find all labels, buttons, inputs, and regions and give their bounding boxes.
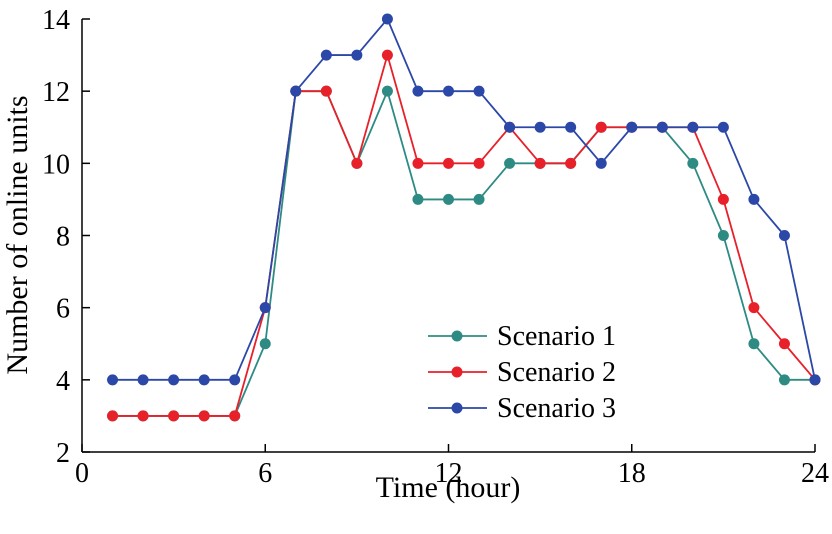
data-point [595,121,607,133]
data-point [381,85,393,97]
data-point [809,374,821,386]
x-axis-title: Time (hour) [376,471,521,504]
x-tick-label: 6 [258,458,272,489]
data-point [198,374,210,386]
data-point [534,121,546,133]
y-tick-label: 8 [56,222,70,253]
data-point [626,121,638,133]
data-point [229,410,241,422]
data-point [534,157,546,169]
data-point [687,121,699,133]
x-tick-label: 24 [801,458,829,489]
y-ticks: 2 4 6 8 10 12 14 [42,5,90,469]
y-tick-label: 14 [42,5,70,36]
data-point [381,13,393,25]
y-tick-label: 2 [56,438,70,469]
legend-item-scenario-3: Scenario 3 [428,393,616,424]
data-point [717,230,729,241]
data-point [717,193,729,205]
legend-label-scenario-1: Scenario 1 [497,321,616,352]
data-point [748,302,760,314]
data-point [320,85,332,97]
data-point [473,157,485,169]
x-tick-label: 12 [435,458,463,489]
data-point [595,157,607,169]
data-point [473,85,485,97]
data-point [168,410,180,422]
data-point [778,230,790,241]
y-tick-label: 4 [56,366,70,397]
data-point [290,85,302,97]
data-point [565,157,577,169]
data-point [748,338,760,350]
data-point [504,121,516,133]
data-point [443,193,454,205]
data-point [259,338,271,350]
series-3 [107,13,821,386]
legend-item-scenario-2: Scenario 2 [428,357,616,388]
legend-item-scenario-1: Scenario 1 [428,321,616,352]
data-point [717,121,729,133]
data-point [351,49,363,61]
data-point [687,157,699,169]
legend-marker-scenario-1 [451,330,463,342]
data-point [168,374,180,386]
data-point [320,49,332,61]
x-ticks: 0 6 12 18 24 [75,444,829,489]
legend: Scenario 1 Scenario 2 Scenario 3 [428,321,616,424]
y-tick-label: 10 [42,149,70,180]
data-point [778,374,790,386]
data-point [412,193,424,205]
data-point [107,410,119,422]
series-line-2 [112,54,816,417]
legend-label-scenario-3: Scenario 3 [497,393,616,424]
data-point [259,302,271,314]
x-tick-label: 0 [75,458,89,489]
data-point [137,410,149,422]
data-point [504,157,516,169]
series-group [107,13,821,422]
data-point [351,157,363,169]
legend-marker-scenario-3 [451,402,463,414]
data-point [473,193,485,205]
data-point [778,338,790,350]
series-1 [107,85,821,422]
legend-marker-scenario-2 [451,366,463,378]
data-point [443,85,454,97]
data-point [412,157,424,169]
axes [81,19,815,453]
data-point [137,374,149,386]
data-point [229,374,241,386]
data-point [381,49,393,61]
data-point [412,85,424,97]
x-tick-label: 18 [618,458,646,489]
series-line-1 [112,90,815,417]
data-point [748,193,760,205]
y-tick-label: 6 [56,294,70,325]
data-point [107,374,119,386]
data-point [656,121,668,133]
series-2 [107,49,821,422]
data-point [565,121,577,133]
y-tick-label: 12 [42,77,70,108]
data-point [443,157,454,169]
data-point [198,410,210,422]
y-axis-title: Number of online units [1,95,34,374]
legend-label-scenario-2: Scenario 2 [497,357,616,388]
